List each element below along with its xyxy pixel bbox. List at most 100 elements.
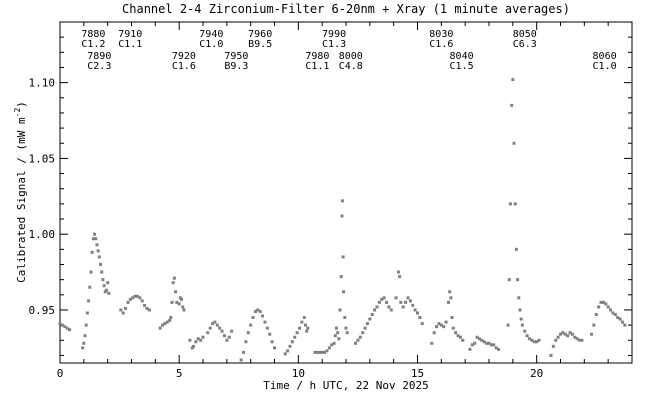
data-point xyxy=(340,214,344,218)
data-point xyxy=(411,303,415,307)
data-point xyxy=(213,320,217,324)
data-point xyxy=(470,343,474,347)
data-point xyxy=(368,317,372,321)
data-point xyxy=(609,308,613,312)
flare-id-8050: 8050 xyxy=(513,29,537,40)
data-point xyxy=(131,296,135,300)
data-point xyxy=(549,353,553,357)
data-point xyxy=(396,270,400,274)
data-point xyxy=(258,309,262,313)
flare-class-8040: C1.5 xyxy=(450,61,474,72)
data-point xyxy=(516,278,520,282)
data-point xyxy=(520,323,524,327)
data-point xyxy=(124,306,128,310)
data-point xyxy=(283,352,287,356)
data-point xyxy=(143,303,147,307)
data-point xyxy=(523,329,527,333)
data-point xyxy=(96,249,100,253)
data-point xyxy=(174,290,178,294)
data-point xyxy=(373,308,377,312)
data-point xyxy=(102,284,106,288)
data-point xyxy=(404,300,408,304)
x-tick-label: 0 xyxy=(57,367,64,380)
data-point xyxy=(512,141,516,145)
data-point xyxy=(63,325,67,329)
data-point xyxy=(263,320,267,324)
flare-class-8000: C4.8 xyxy=(339,61,363,72)
data-point xyxy=(168,319,172,323)
data-point xyxy=(199,338,203,342)
y-tick-labels: 0.95 1.00 1.05 1.10 xyxy=(29,77,56,317)
axis-ticks xyxy=(59,22,632,363)
flare-class-8030: C1.6 xyxy=(429,39,453,50)
data-point xyxy=(220,329,224,333)
data-point xyxy=(333,334,337,338)
data-point xyxy=(468,347,472,351)
data-point xyxy=(477,337,481,341)
flare-class-7960: B9.5 xyxy=(248,39,272,50)
data-point xyxy=(313,350,317,354)
data-point xyxy=(510,103,514,107)
data-point xyxy=(456,334,460,338)
data-point xyxy=(399,300,403,304)
data-point xyxy=(270,340,274,344)
data-point xyxy=(318,350,322,354)
data-point xyxy=(430,341,434,345)
data-point xyxy=(181,305,185,309)
data-point xyxy=(556,335,560,339)
data-points xyxy=(58,78,627,362)
data-point xyxy=(623,323,627,327)
flare-id-7980: 7980 xyxy=(305,51,329,62)
data-point xyxy=(295,331,299,335)
data-point xyxy=(406,296,410,300)
data-point xyxy=(338,308,342,312)
flare-class-7890: C2.3 xyxy=(87,61,111,72)
data-point xyxy=(370,313,374,317)
data-point xyxy=(618,317,622,321)
data-point xyxy=(506,323,510,327)
data-point xyxy=(286,349,290,353)
data-point xyxy=(119,308,123,312)
data-point xyxy=(401,305,405,309)
data-point xyxy=(83,334,87,338)
data-point xyxy=(489,343,493,347)
data-point xyxy=(268,332,272,336)
data-point xyxy=(480,338,484,342)
data-point xyxy=(293,335,297,339)
data-point xyxy=(340,199,344,203)
data-point xyxy=(171,281,175,285)
data-point xyxy=(208,326,212,330)
x-tick-label: 15 xyxy=(411,367,424,380)
data-point xyxy=(613,313,617,317)
data-point xyxy=(140,299,144,303)
data-point xyxy=(382,296,386,300)
data-point xyxy=(449,296,453,300)
data-point xyxy=(85,311,89,315)
flare-class-7980: C1.1 xyxy=(305,61,329,72)
data-point xyxy=(380,297,384,301)
data-point xyxy=(169,316,173,320)
data-point xyxy=(508,202,512,206)
flare-id-8040: 8040 xyxy=(450,51,474,62)
data-point xyxy=(592,323,596,327)
data-point xyxy=(126,300,130,304)
data-point xyxy=(330,343,334,347)
data-point xyxy=(507,278,511,282)
data-point xyxy=(578,338,582,342)
data-point xyxy=(568,331,572,335)
y-tick-label: 1.05 xyxy=(29,152,56,165)
data-point xyxy=(188,338,192,342)
data-point xyxy=(58,322,62,326)
data-point xyxy=(190,346,194,350)
data-point xyxy=(104,288,108,292)
data-point xyxy=(65,326,69,330)
data-point xyxy=(573,335,577,339)
data-point xyxy=(244,340,248,344)
data-point xyxy=(325,349,329,353)
data-point xyxy=(300,320,304,324)
data-point xyxy=(253,309,257,313)
data-point xyxy=(288,344,292,348)
data-point xyxy=(336,331,340,335)
data-point xyxy=(133,294,137,298)
